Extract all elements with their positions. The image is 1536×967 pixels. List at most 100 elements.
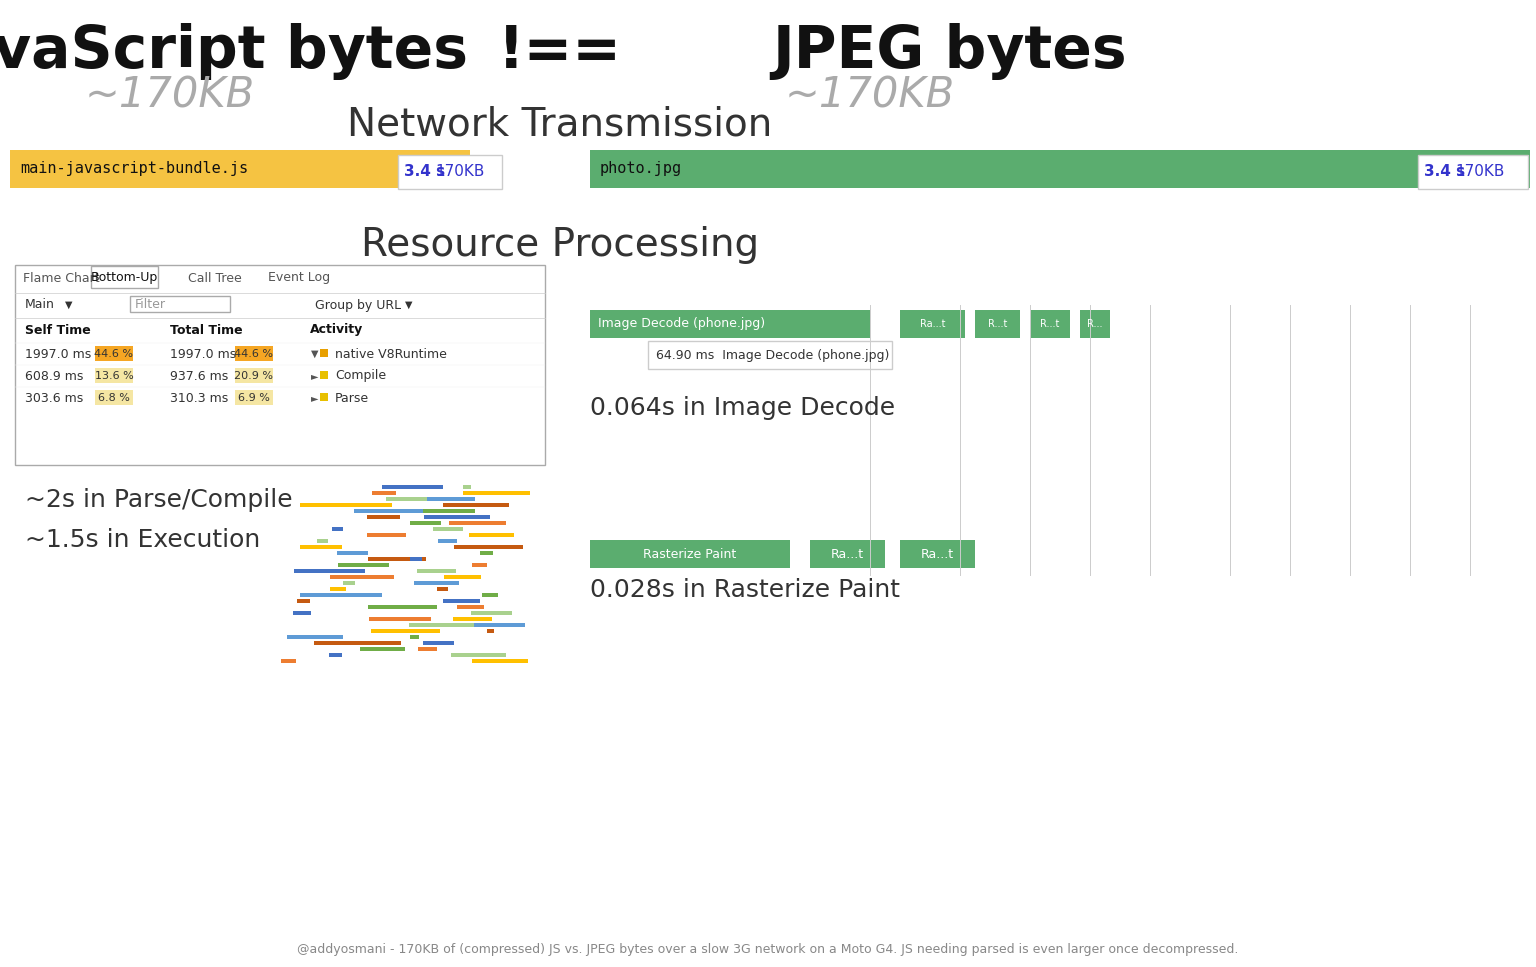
Text: photo.jpg: photo.jpg xyxy=(601,161,682,177)
Bar xyxy=(472,611,511,615)
Text: 3.4 s: 3.4 s xyxy=(404,164,445,180)
Bar xyxy=(281,659,296,663)
Text: ~2s in Parse/Compile: ~2s in Parse/Compile xyxy=(25,488,293,512)
Text: ►: ► xyxy=(310,393,318,403)
FancyBboxPatch shape xyxy=(975,310,1020,338)
Bar xyxy=(343,581,355,585)
Bar xyxy=(442,599,479,603)
Bar xyxy=(369,617,432,621)
Text: ▼: ▼ xyxy=(65,300,72,310)
FancyBboxPatch shape xyxy=(131,296,230,312)
Bar xyxy=(287,635,343,639)
Text: Parse: Parse xyxy=(335,392,369,404)
Text: Rasterize Paint: Rasterize Paint xyxy=(644,547,737,561)
Text: 170KB: 170KB xyxy=(1455,164,1504,180)
Text: R...: R... xyxy=(1087,319,1103,329)
Text: Resource Processing: Resource Processing xyxy=(361,226,759,264)
FancyBboxPatch shape xyxy=(900,540,975,568)
Bar xyxy=(416,569,456,573)
Text: Ra...t: Ra...t xyxy=(920,319,945,329)
Text: JavaScript bytes: JavaScript bytes xyxy=(0,23,468,80)
Bar xyxy=(382,485,442,489)
Bar xyxy=(300,503,392,507)
Bar xyxy=(293,569,366,573)
Text: ▼: ▼ xyxy=(310,349,318,359)
Bar xyxy=(409,623,502,627)
Text: 0.064s in Image Decode: 0.064s in Image Decode xyxy=(590,396,895,420)
Bar xyxy=(410,635,419,639)
Text: 303.6 ms: 303.6 ms xyxy=(25,392,83,404)
Text: Call Tree: Call Tree xyxy=(187,272,241,284)
Text: 6.8 %: 6.8 % xyxy=(98,393,131,403)
FancyBboxPatch shape xyxy=(1031,310,1071,338)
FancyBboxPatch shape xyxy=(11,150,470,188)
Text: 44.6 %: 44.6 % xyxy=(235,349,273,359)
Bar xyxy=(479,551,493,555)
Bar xyxy=(468,533,515,537)
Bar xyxy=(449,521,505,525)
Bar xyxy=(452,653,505,657)
Text: ~170KB: ~170KB xyxy=(84,74,255,116)
Text: ▼: ▼ xyxy=(406,300,413,310)
Bar xyxy=(300,593,382,597)
Text: Event Log: Event Log xyxy=(267,272,330,284)
Bar xyxy=(367,515,399,519)
Bar xyxy=(444,575,481,579)
Text: Main: Main xyxy=(25,299,55,311)
Bar xyxy=(330,587,346,591)
Text: R...t: R...t xyxy=(988,319,1008,329)
FancyBboxPatch shape xyxy=(648,341,892,369)
Text: Bottom-Up: Bottom-Up xyxy=(91,272,158,284)
Text: native V8Runtime: native V8Runtime xyxy=(335,347,447,361)
FancyBboxPatch shape xyxy=(91,266,158,288)
Text: 13.6 %: 13.6 % xyxy=(95,371,134,381)
Text: Image Decode (phone.jpg): Image Decode (phone.jpg) xyxy=(598,317,765,331)
Text: ~1.5s in Execution: ~1.5s in Execution xyxy=(25,528,260,552)
Bar xyxy=(462,491,530,495)
Bar xyxy=(472,563,487,567)
Text: Group by URL: Group by URL xyxy=(315,299,401,311)
Bar xyxy=(472,659,528,663)
FancyBboxPatch shape xyxy=(319,371,329,379)
Text: 310.3 ms: 310.3 ms xyxy=(170,392,229,404)
Text: 170KB: 170KB xyxy=(435,164,484,180)
FancyBboxPatch shape xyxy=(95,346,134,361)
Bar xyxy=(453,617,492,621)
Text: Flame Chart: Flame Chart xyxy=(23,272,100,284)
Bar xyxy=(313,641,401,645)
Text: !==: !== xyxy=(498,23,622,80)
Bar xyxy=(369,605,438,609)
Bar xyxy=(300,545,343,549)
FancyBboxPatch shape xyxy=(900,310,965,338)
FancyBboxPatch shape xyxy=(398,155,502,189)
Bar xyxy=(369,557,425,561)
Text: ►: ► xyxy=(310,371,318,381)
Text: Total Time: Total Time xyxy=(170,324,243,337)
FancyBboxPatch shape xyxy=(1080,310,1111,338)
Bar xyxy=(482,593,498,597)
Text: @addyosmani - 170KB of (compressed) JS vs. JPEG bytes over a slow 3G network on : @addyosmani - 170KB of (compressed) JS v… xyxy=(298,944,1238,956)
Text: 937.6 ms: 937.6 ms xyxy=(170,369,229,383)
Bar xyxy=(438,587,449,591)
Bar xyxy=(329,653,343,657)
FancyBboxPatch shape xyxy=(590,150,1530,188)
Bar xyxy=(438,539,458,543)
Text: Compile: Compile xyxy=(335,369,386,383)
Bar xyxy=(442,503,508,507)
Bar xyxy=(372,629,439,633)
Text: Network Transmission: Network Transmission xyxy=(347,106,773,144)
Bar xyxy=(433,527,462,531)
Bar xyxy=(415,581,459,585)
FancyBboxPatch shape xyxy=(590,310,869,338)
Text: Self Time: Self Time xyxy=(25,324,91,337)
Text: 44.6 %: 44.6 % xyxy=(95,349,134,359)
Bar xyxy=(462,485,472,489)
Text: JPEG bytes: JPEG bytes xyxy=(773,23,1127,80)
Text: 20.9 %: 20.9 % xyxy=(235,371,273,381)
FancyBboxPatch shape xyxy=(235,390,273,405)
FancyBboxPatch shape xyxy=(235,346,273,361)
Bar xyxy=(487,629,495,633)
Bar xyxy=(367,533,406,537)
Text: 608.9 ms: 608.9 ms xyxy=(25,369,83,383)
FancyBboxPatch shape xyxy=(1418,155,1528,189)
